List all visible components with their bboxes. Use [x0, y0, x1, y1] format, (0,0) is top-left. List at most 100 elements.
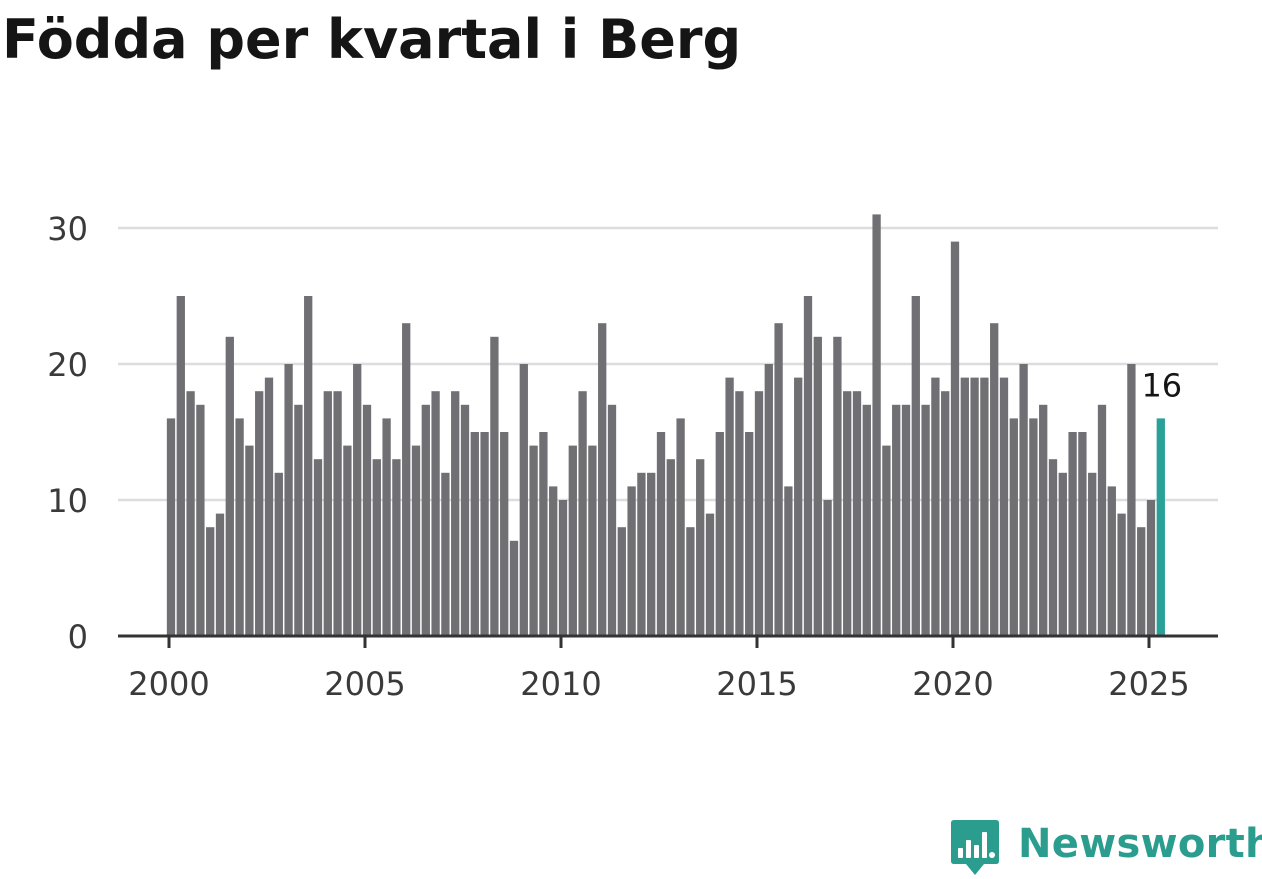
bar	[627, 486, 636, 636]
bar	[1137, 527, 1146, 636]
axes	[118, 634, 1218, 648]
bar	[931, 377, 940, 636]
bar	[852, 391, 862, 636]
bar	[813, 336, 822, 636]
x-tick-label: 2000	[128, 665, 209, 703]
bar	[304, 296, 313, 636]
bar	[402, 323, 411, 636]
bar	[460, 404, 470, 636]
bar	[441, 472, 450, 636]
bar	[823, 500, 832, 636]
bar	[323, 391, 332, 636]
bars	[166, 214, 1165, 636]
x-tick-label: 2025	[1108, 665, 1189, 703]
bar-highlight	[1156, 418, 1165, 636]
bar	[225, 336, 234, 636]
bar	[558, 500, 568, 636]
bar	[186, 391, 195, 636]
bar	[725, 377, 734, 636]
bar	[784, 486, 793, 636]
bar	[1019, 364, 1028, 636]
bar	[892, 404, 901, 636]
y-tick-label: 0	[68, 618, 88, 656]
bar	[1068, 432, 1077, 636]
bar	[206, 527, 215, 636]
bar	[362, 404, 372, 636]
bar	[284, 364, 293, 636]
bar	[803, 296, 813, 636]
bar	[686, 527, 695, 636]
newsworthy-logo-icon	[951, 820, 999, 875]
bar	[970, 377, 979, 636]
bar	[480, 432, 489, 636]
bar	[735, 391, 744, 636]
bar	[1097, 404, 1107, 636]
bar	[745, 432, 754, 636]
bar	[421, 404, 430, 636]
bar	[451, 391, 460, 636]
bar	[343, 445, 352, 636]
bar	[794, 377, 803, 636]
bar	[294, 404, 303, 636]
bar	[313, 459, 323, 636]
bar	[754, 391, 764, 636]
bar	[696, 459, 705, 636]
bar	[333, 391, 342, 636]
bar	[235, 418, 244, 636]
bar	[999, 377, 1009, 636]
bar	[255, 391, 264, 636]
bar	[676, 418, 685, 636]
bar	[382, 418, 391, 636]
bar	[372, 459, 381, 636]
bar	[245, 445, 254, 636]
bar	[941, 391, 950, 636]
bar	[901, 404, 911, 636]
bar	[666, 459, 675, 636]
bar	[568, 445, 577, 636]
bar	[921, 404, 930, 636]
bar	[1058, 472, 1067, 636]
bar	[960, 377, 969, 636]
bar	[392, 459, 401, 636]
bar	[598, 323, 607, 636]
bar	[990, 323, 999, 636]
bar	[274, 472, 283, 636]
bar	[1088, 472, 1097, 636]
bar	[862, 404, 871, 636]
bar	[1117, 513, 1126, 636]
bar	[353, 364, 362, 636]
bar	[980, 377, 989, 636]
y-tick-label: 20	[47, 346, 88, 384]
bar	[470, 432, 479, 636]
bar	[196, 404, 205, 636]
bar	[764, 364, 773, 636]
highlight-value-label: 16	[1141, 366, 1182, 404]
bar	[656, 432, 666, 636]
bar	[215, 513, 225, 636]
labels: 0 10 20 30 2000 2005 2010 2015 2020 2025 16	[47, 210, 1189, 703]
bar	[774, 323, 783, 636]
bar	[539, 432, 548, 636]
bar	[872, 214, 881, 636]
bar	[431, 391, 440, 636]
bar	[1039, 404, 1048, 636]
bar	[637, 472, 646, 636]
bar	[490, 336, 499, 636]
bar	[911, 296, 920, 636]
bar	[549, 486, 558, 636]
bar	[529, 445, 538, 636]
bar	[882, 445, 891, 636]
bar	[647, 472, 656, 636]
bar	[843, 391, 852, 636]
brand-name: Newsworthy	[1018, 821, 1262, 867]
bar	[1127, 364, 1136, 636]
y-tick-label: 10	[47, 482, 88, 520]
bar	[176, 296, 185, 636]
bar	[1146, 500, 1156, 636]
y-tick-label: 30	[47, 210, 88, 248]
x-tick-label: 2010	[520, 665, 601, 703]
bar	[1107, 486, 1116, 636]
bar	[578, 391, 587, 636]
bar	[950, 241, 960, 636]
chart-title: Födda per kvartal i Berg	[2, 8, 742, 71]
